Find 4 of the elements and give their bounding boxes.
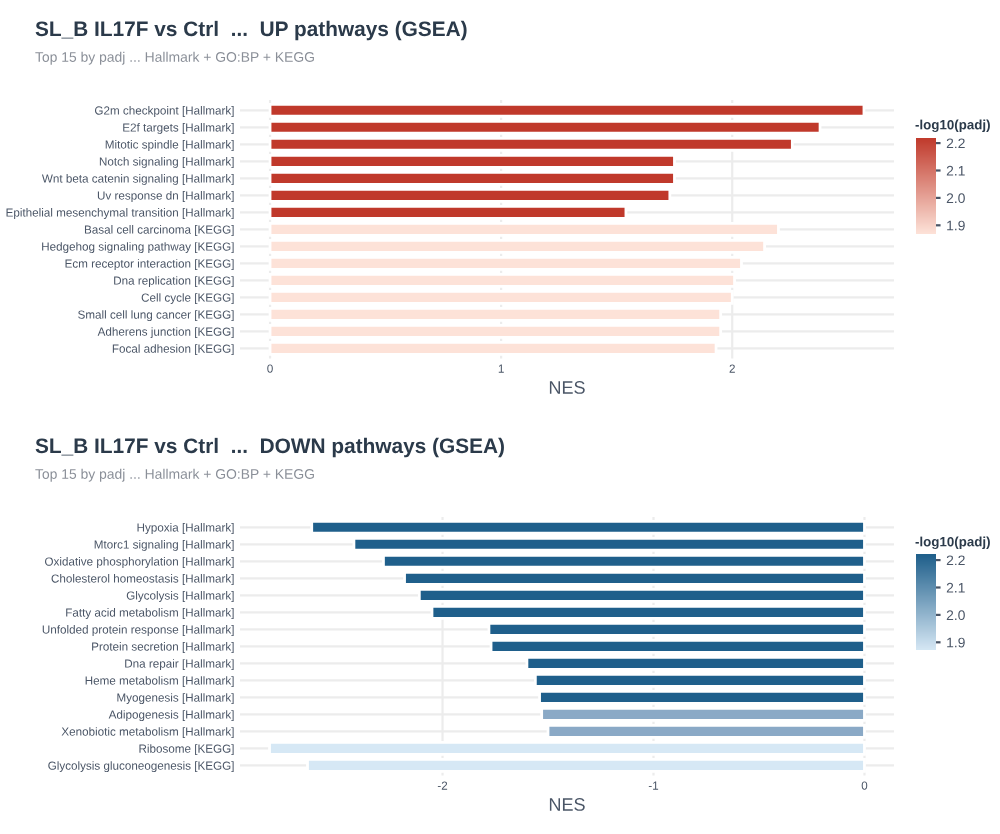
chart-title: SL_B IL17F vs Ctrl ... UP pathways (GSEA) — [35, 20, 467, 41]
x-axis-title: NES — [549, 798, 585, 811]
x-axis-title: NES — [549, 381, 585, 394]
chart-title: SL_B IL17F vs Ctrl ... DOWN pathways (GSEA) — [35, 437, 504, 458]
